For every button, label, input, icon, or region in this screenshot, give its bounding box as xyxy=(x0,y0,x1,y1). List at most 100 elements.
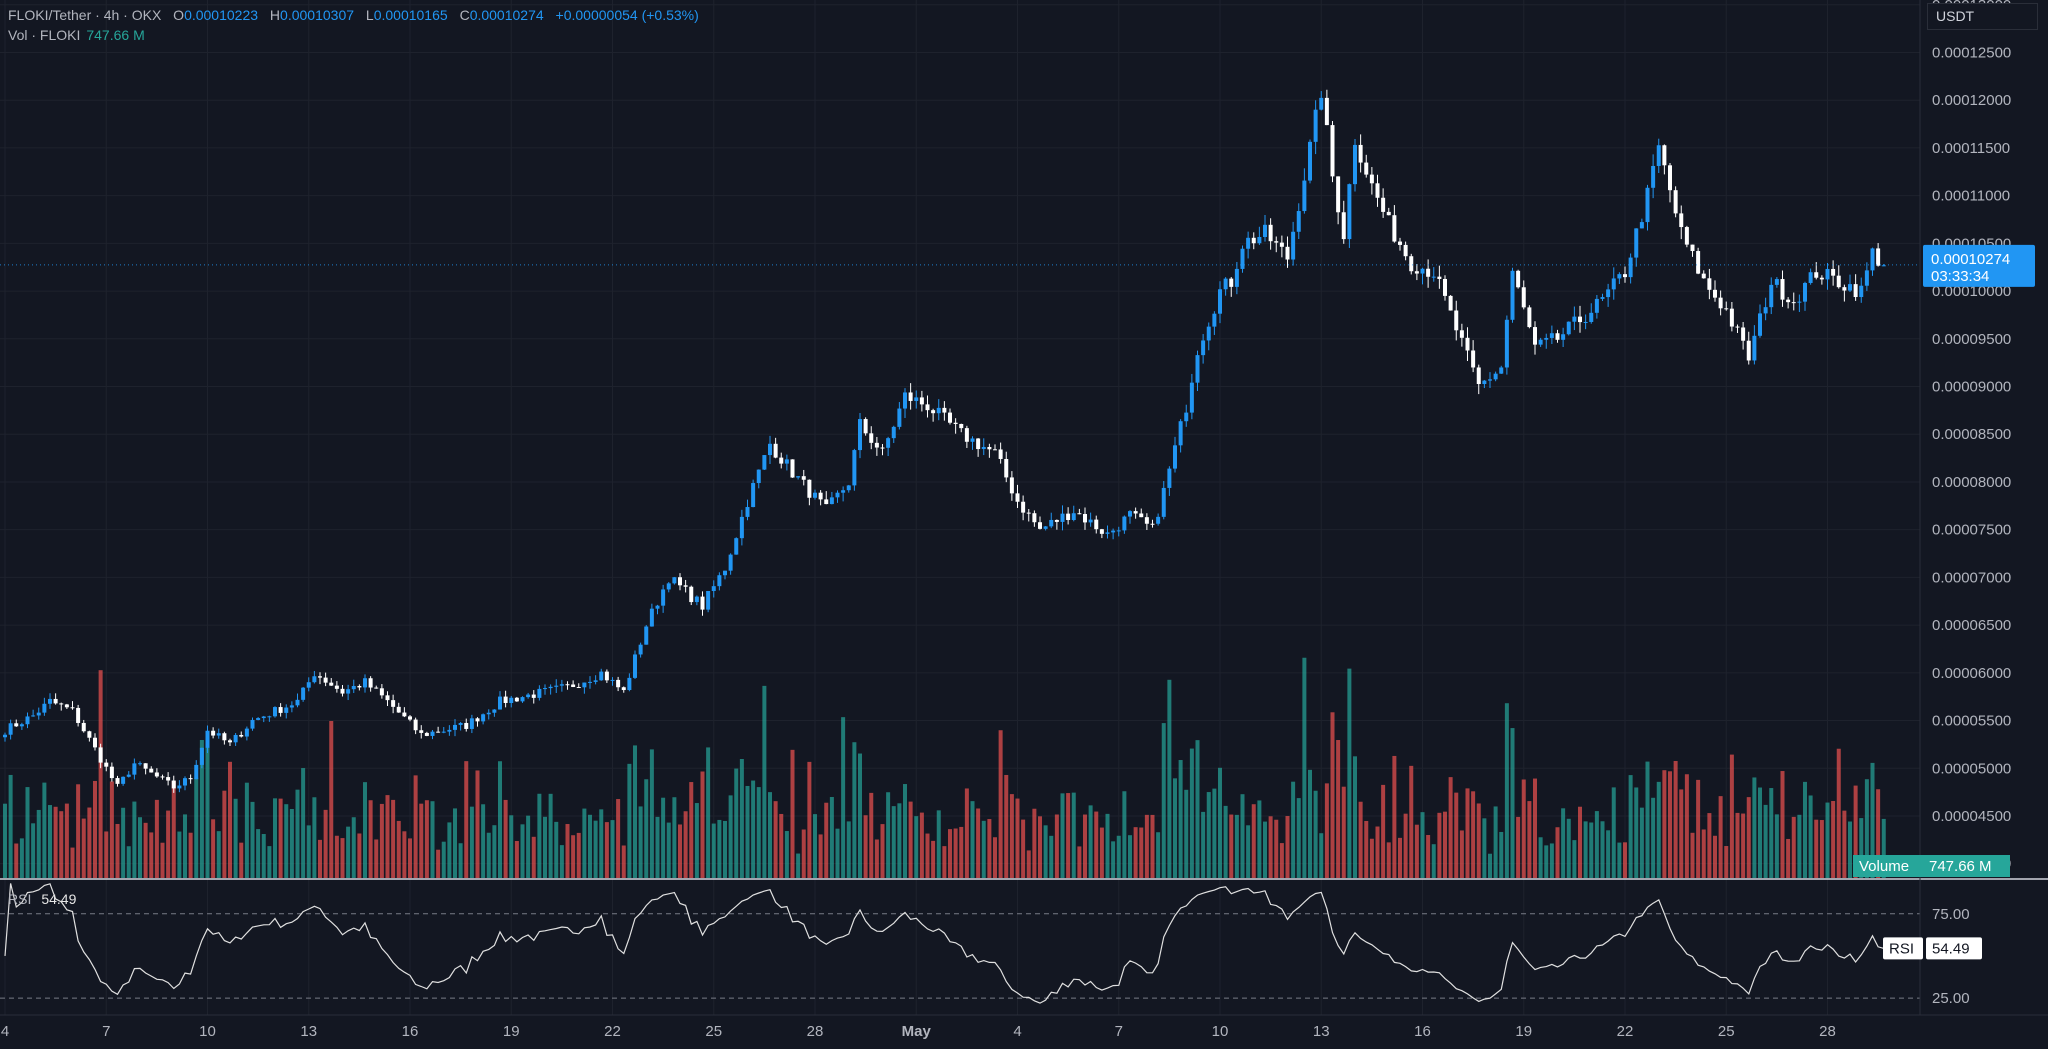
rsi-value-tag-label: 54.49 xyxy=(1932,940,1970,957)
volume-bar xyxy=(1308,769,1312,878)
time-tick-label: 4 xyxy=(1,1023,9,1040)
volume-bar xyxy=(1724,846,1729,878)
volume-bar xyxy=(1212,788,1217,878)
volume-bar xyxy=(908,801,913,878)
candle-body xyxy=(655,605,660,609)
candle-body xyxy=(1510,270,1515,320)
candle-body xyxy=(447,729,452,732)
volume-bar xyxy=(1381,784,1386,878)
candle-body xyxy=(891,426,896,439)
candle-body xyxy=(104,762,109,767)
volume-bar xyxy=(565,824,570,878)
rsi-legend[interactable]: RSI 54.49 xyxy=(8,891,76,907)
candle-body xyxy=(1634,228,1639,258)
candle-body xyxy=(1786,299,1791,303)
candle-body xyxy=(1662,145,1667,166)
volume-bar xyxy=(402,831,407,878)
volume-bar xyxy=(1668,771,1672,878)
volume-bar xyxy=(1246,825,1251,878)
candle-body xyxy=(649,608,654,627)
candle-body xyxy=(1268,224,1273,242)
candle-body xyxy=(503,696,508,704)
volume-bar xyxy=(1116,835,1121,878)
candle-body xyxy=(1842,287,1847,291)
volume-bar xyxy=(475,770,480,878)
candle-body xyxy=(936,407,941,414)
candle-body xyxy=(841,490,846,493)
currency-button[interactable]: USDT xyxy=(1927,3,2038,30)
candle-body xyxy=(1696,251,1701,274)
candle-body xyxy=(295,699,300,706)
candle-body xyxy=(1229,278,1234,287)
volume-bar xyxy=(143,822,148,878)
symbol-title[interactable]: FLOKI/Tether · 4h · OKX xyxy=(8,7,162,23)
candle-body xyxy=(115,778,120,784)
price-tick-label: 0.00007500 xyxy=(1932,522,2011,539)
candle-body xyxy=(1088,519,1093,523)
candle-body xyxy=(1443,278,1447,296)
time-tick-label: 10 xyxy=(199,1023,216,1040)
volume-bar xyxy=(633,745,637,878)
volume-bar xyxy=(706,747,711,878)
candle-body xyxy=(796,476,801,478)
volume-bar xyxy=(87,807,92,878)
candle-body xyxy=(1611,278,1616,290)
candle-body xyxy=(301,687,306,700)
candle-body xyxy=(1825,268,1830,280)
candle-body xyxy=(1639,222,1644,229)
candle-body xyxy=(1111,530,1116,533)
candle-body xyxy=(87,731,92,738)
candle-body xyxy=(1077,513,1082,515)
volume-bar xyxy=(1060,793,1065,878)
candle-body xyxy=(1853,284,1858,298)
candle-body xyxy=(1173,445,1177,469)
candle-body xyxy=(1538,339,1543,345)
candle-body xyxy=(31,715,36,717)
candle-body xyxy=(1572,316,1577,322)
volume-bar xyxy=(514,841,519,878)
volume-bar xyxy=(1128,835,1132,878)
candle-body xyxy=(1381,197,1386,212)
volume-bar xyxy=(526,815,531,878)
candle-body xyxy=(481,714,486,722)
candle-body xyxy=(610,679,615,681)
candle-body xyxy=(807,479,812,498)
time-axis[interactable]: 4 7 10 13 16 19 22 25 28 May 4 7 10 13 16 19 22 25 28 xyxy=(1,1023,1836,1040)
candle-body xyxy=(678,577,682,586)
volume-legend[interactable]: Vol · FLOKI 747.66 M xyxy=(8,27,145,43)
candle-body xyxy=(1533,327,1537,345)
volume-bar xyxy=(81,818,86,878)
price-tick-label: 0.00006500 xyxy=(1932,617,2011,634)
volume-bar xyxy=(509,815,514,878)
volume-bar xyxy=(1465,788,1470,878)
price-tick-label: 0.00011500 xyxy=(1932,140,2010,157)
candle-body xyxy=(334,685,339,689)
volume-bar xyxy=(346,826,351,878)
candle-body xyxy=(1668,165,1672,191)
volume-bar xyxy=(1167,679,1172,878)
volume-bar xyxy=(1071,792,1076,878)
candle-body xyxy=(171,780,176,789)
volume-bar xyxy=(1161,723,1166,878)
candle-body xyxy=(391,700,396,707)
volume-bar xyxy=(1437,812,1442,878)
candle-body xyxy=(734,538,739,555)
candle-body xyxy=(633,654,637,678)
candle-body xyxy=(784,459,789,464)
candle-body xyxy=(109,766,114,779)
time-tick-label: 25 xyxy=(1718,1023,1735,1040)
close-label: C xyxy=(459,7,470,23)
candle-body xyxy=(818,492,823,500)
candle-body xyxy=(1195,355,1200,383)
candle-body xyxy=(1482,380,1487,385)
volume-bar xyxy=(559,845,564,878)
candle-body xyxy=(1561,334,1566,340)
volume-bar xyxy=(993,837,997,878)
volume-bar xyxy=(31,823,36,878)
volume-bar xyxy=(1263,821,1267,878)
volume-bar xyxy=(661,797,666,878)
candle-body xyxy=(408,716,412,720)
candle-body xyxy=(874,442,879,448)
volume-bar xyxy=(408,838,412,878)
